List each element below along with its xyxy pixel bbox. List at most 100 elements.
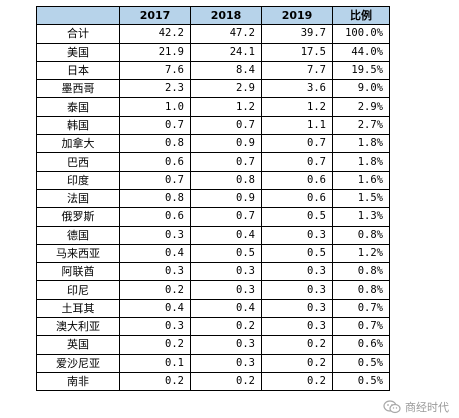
cell-2018: 0.3 [190, 280, 262, 300]
watermark-text: 商经时代 [405, 401, 449, 414]
cell-ratio: 1.6% [332, 170, 390, 190]
cell-country: 英国 [36, 335, 120, 355]
cell-2018: 24.1 [190, 42, 262, 62]
cell-ratio: 1.3% [332, 207, 390, 227]
cell-ratio: 19.5% [332, 60, 390, 81]
cell-2019: 0.3 [261, 262, 333, 282]
cell-2017: 0.4 [119, 298, 191, 319]
data-table: 2017 2018 2019 比例 合计 42.2 47.2 39.7 100.0% 美国… [36, 5, 390, 392]
cell-2019: 0.2 [261, 371, 333, 392]
cell-2017: 0.6 [119, 152, 191, 172]
cell-2017: 0.2 [119, 335, 191, 355]
cell-2017: 0.7 [119, 115, 191, 136]
cell-2018: 1.2 [190, 97, 262, 117]
cell-2017: 0.3 [119, 225, 191, 245]
cell-country: 爱沙尼亚 [36, 353, 120, 373]
cell-2019: 0.3 [261, 317, 333, 337]
cell-ratio: 0.8% [332, 280, 390, 300]
cell-2018: 0.3 [190, 335, 262, 355]
cell-country: 韩国 [36, 115, 120, 136]
cell-ratio: 1.8% [332, 134, 390, 154]
table-row: 印尼 0.2 0.3 0.3 0.8% [36, 280, 390, 300]
cell-2018: 0.7 [190, 152, 262, 172]
cell-country: 印尼 [36, 280, 120, 300]
cell-ratio: 0.5% [332, 371, 390, 392]
cell-2019: 0.5 [261, 243, 333, 264]
cell-2017: 0.4 [119, 243, 191, 264]
table-body: 合计 42.2 47.2 39.7 100.0% 美国 21.9 24.1 17.5 44.0% 日… [36, 24, 390, 392]
cell-2018: 0.2 [190, 317, 262, 337]
table-row: 印度 0.7 0.8 0.6 1.6% [36, 170, 390, 190]
cell-2017: 0.8 [119, 134, 191, 154]
table-row: 加拿大 0.8 0.9 0.7 1.8% [36, 134, 390, 154]
cell-2019: 0.5 [261, 207, 333, 227]
table-row: 英国 0.2 0.3 0.2 0.6% [36, 335, 390, 355]
cell-2017: 42.2 [119, 24, 191, 44]
table-row: 南非 0.2 0.2 0.2 0.5% [36, 371, 390, 392]
cell-2018: 0.5 [190, 243, 262, 264]
cell-2017: 0.8 [119, 188, 191, 209]
cell-ratio: 0.7% [332, 298, 390, 319]
table-row: 韩国 0.7 0.7 1.1 2.7% [36, 115, 390, 136]
table-row: 马来西亚 0.4 0.5 0.5 1.2% [36, 243, 390, 264]
cell-2019: 0.6 [261, 170, 333, 190]
table-row: 俄罗斯 0.6 0.7 0.5 1.3% [36, 207, 390, 227]
cell-ratio: 0.5% [332, 353, 390, 373]
cell-country: 加拿大 [36, 134, 120, 154]
cell-country: 美国 [36, 42, 120, 62]
table-row: 土耳其 0.4 0.4 0.3 0.7% [36, 298, 390, 319]
cell-ratio: 0.8% [332, 225, 390, 245]
cell-country: 马来西亚 [36, 243, 120, 264]
cell-country: 南非 [36, 371, 120, 392]
cell-2017: 2.3 [119, 79, 191, 99]
header-cell-ratio: 比例 [332, 5, 390, 26]
table-row: 巴西 0.6 0.7 0.7 1.8% [36, 152, 390, 172]
cell-2017: 0.3 [119, 262, 191, 282]
cell-2017: 7.6 [119, 60, 191, 81]
cell-2018: 0.3 [190, 353, 262, 373]
cell-ratio: 1.5% [332, 188, 390, 209]
table-header: 2017 2018 2019 比例 [36, 5, 390, 26]
cell-2018: 47.2 [190, 24, 262, 44]
cell-2019: 0.3 [261, 280, 333, 300]
header-row: 2017 2018 2019 比例 [36, 5, 390, 26]
cell-2019: 7.7 [261, 60, 333, 81]
table-row: 墨西哥 2.3 2.9 3.6 9.0% [36, 79, 390, 99]
cell-2017: 0.3 [119, 317, 191, 337]
table-row: 日本 7.6 8.4 7.7 19.5% [36, 60, 390, 81]
cell-country: 阿联酋 [36, 262, 120, 282]
cell-2019: 3.6 [261, 79, 333, 99]
cell-country: 法国 [36, 188, 120, 209]
table-row: 澳大利亚 0.3 0.2 0.3 0.7% [36, 317, 390, 337]
cell-2019: 0.6 [261, 188, 333, 209]
cell-2019: 1.1 [261, 115, 333, 136]
table-row: 阿联酋 0.3 0.3 0.3 0.8% [36, 262, 390, 282]
header-cell-2017: 2017 [119, 5, 191, 26]
cell-2018: 0.4 [190, 225, 262, 245]
cell-country: 俄罗斯 [36, 207, 120, 227]
cell-2018: 0.9 [190, 134, 262, 154]
cell-2019: 0.7 [261, 134, 333, 154]
cell-2019: 0.3 [261, 225, 333, 245]
cell-2019: 0.2 [261, 335, 333, 355]
cell-country: 墨西哥 [36, 79, 120, 99]
cell-2018: 0.8 [190, 170, 262, 190]
cell-ratio: 2.7% [332, 115, 390, 136]
table-row: 德国 0.3 0.4 0.3 0.8% [36, 225, 390, 245]
header-cell-2018: 2018 [190, 5, 262, 26]
cell-ratio: 1.2% [332, 243, 390, 264]
cell-2017: 21.9 [119, 42, 191, 62]
cell-2019: 0.2 [261, 353, 333, 373]
cell-country: 日本 [36, 60, 120, 81]
cell-ratio: 100.0% [332, 24, 390, 44]
cell-country: 印度 [36, 170, 120, 190]
cell-2017: 0.2 [119, 280, 191, 300]
cell-2017: 0.2 [119, 371, 191, 392]
cell-2018: 0.7 [190, 207, 262, 227]
cell-2019: 39.7 [261, 24, 333, 44]
cell-country: 德国 [36, 225, 120, 245]
cell-2018: 0.2 [190, 371, 262, 392]
cell-2018: 0.4 [190, 298, 262, 319]
cell-ratio: 0.6% [332, 335, 390, 355]
cell-2019: 17.5 [261, 42, 333, 62]
